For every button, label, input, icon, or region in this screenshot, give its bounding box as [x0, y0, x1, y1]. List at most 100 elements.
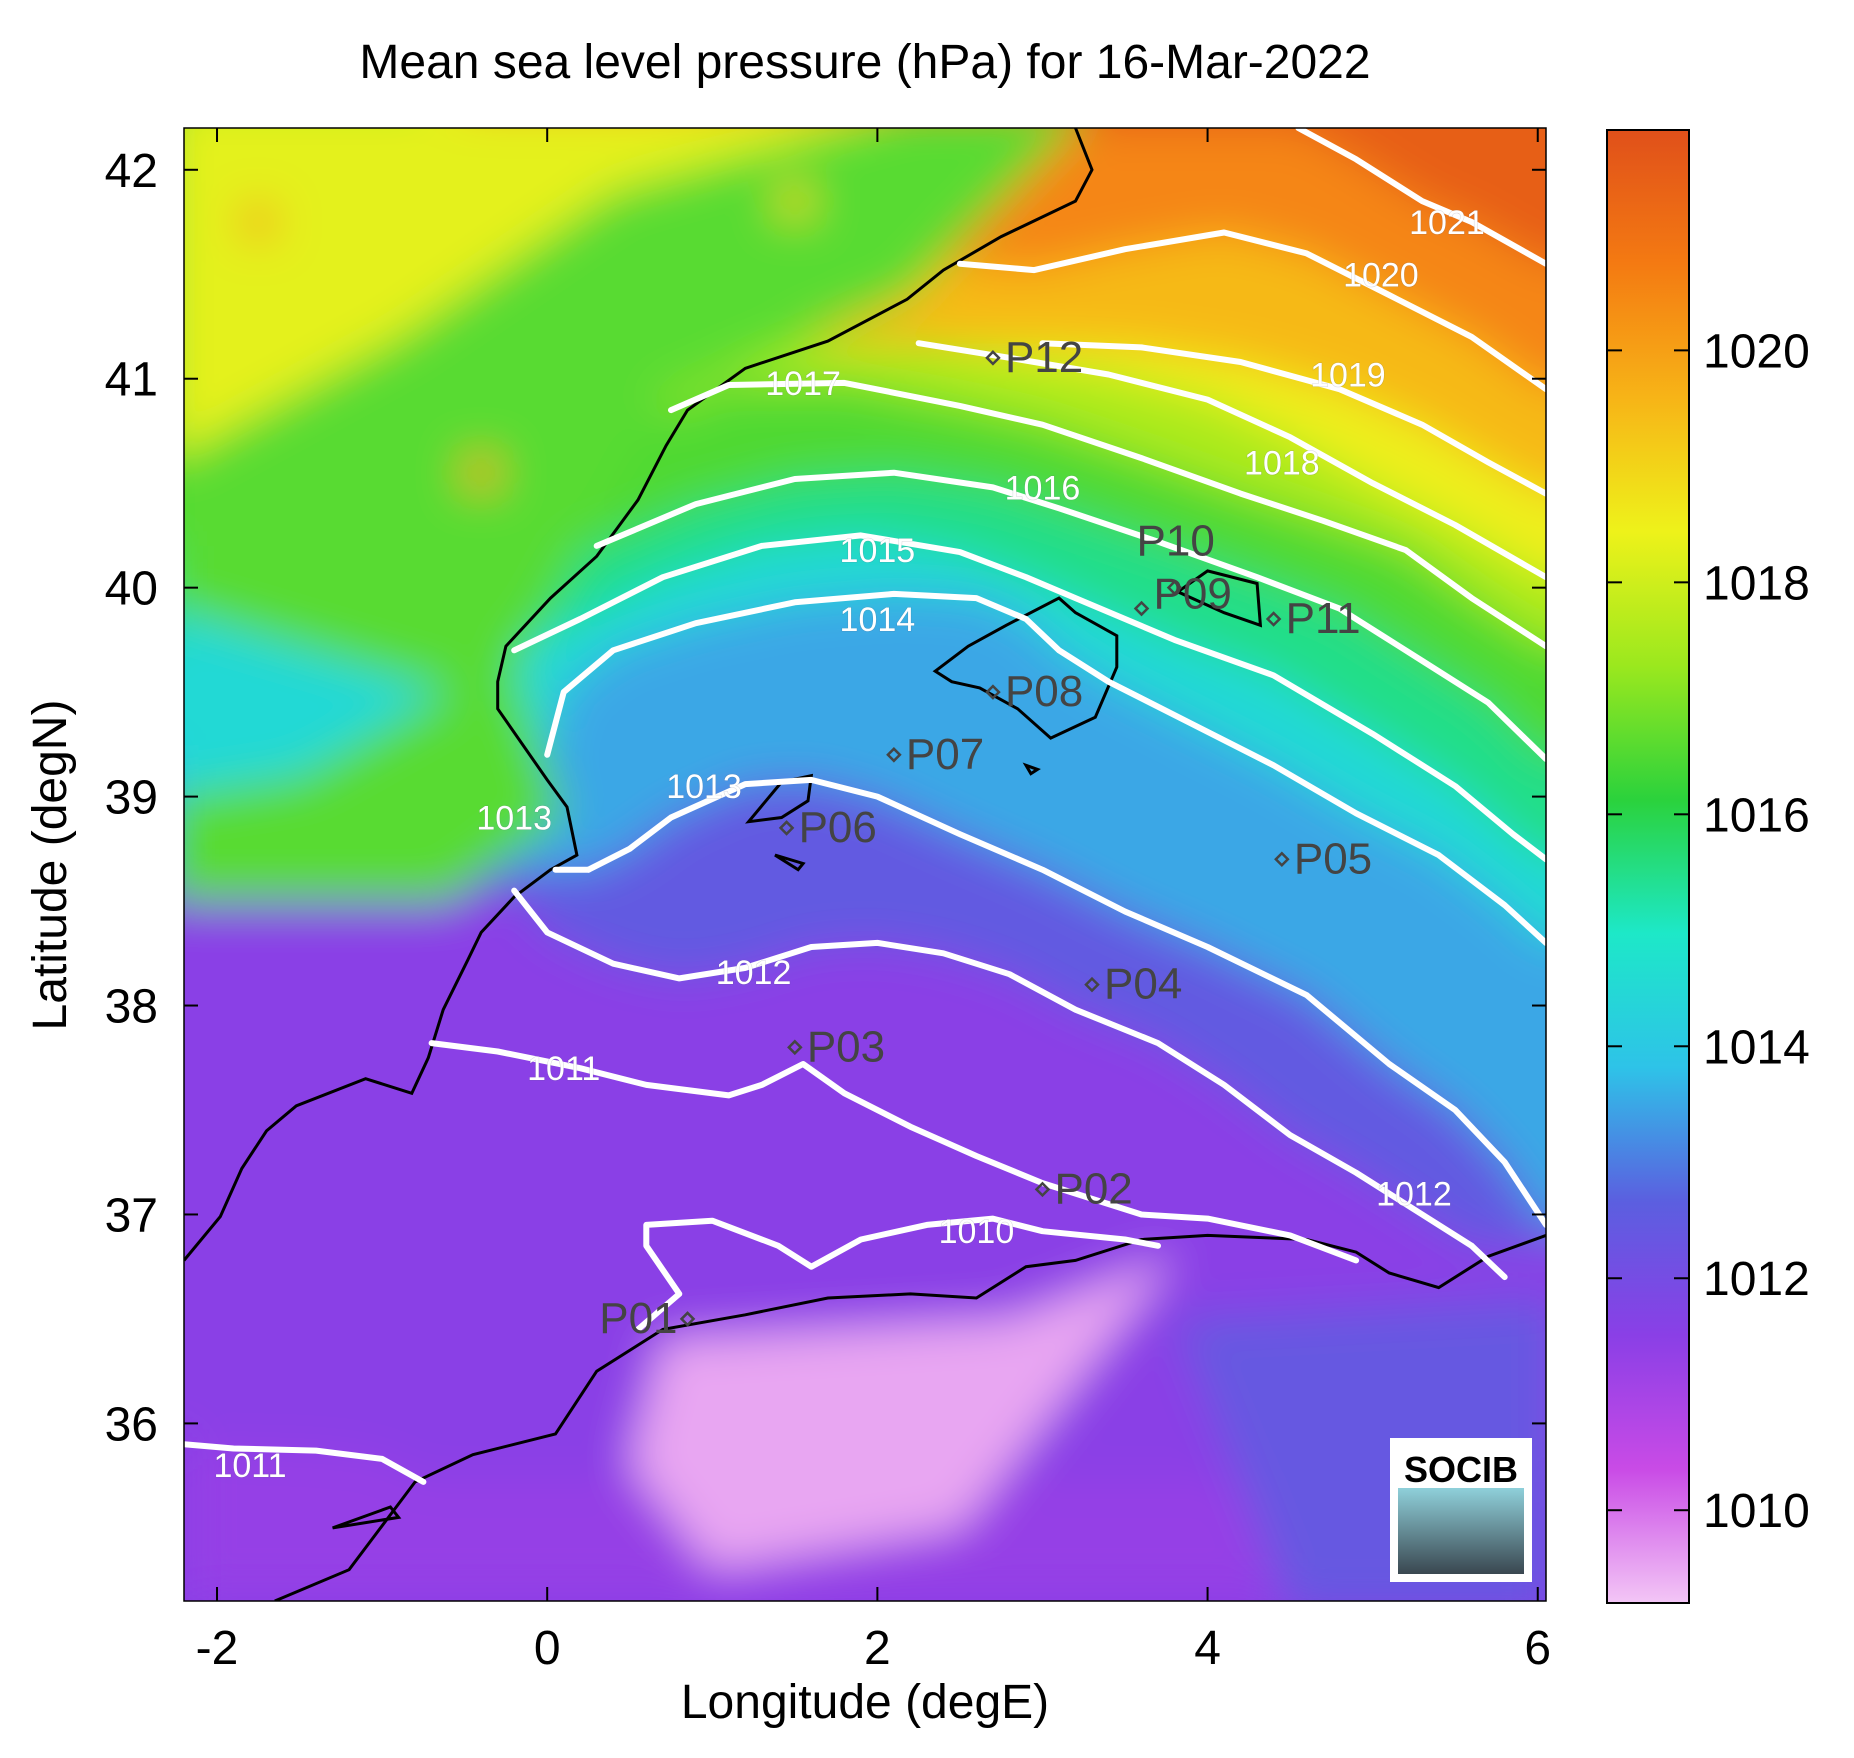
station-marker [1265, 611, 1282, 627]
x-tick-label: 0 [534, 1622, 561, 1675]
logo-text: SOCIB [1404, 1449, 1518, 1490]
isobar-label: 1014 [840, 601, 916, 639]
isobar-label: 1021 [1409, 204, 1485, 242]
isobar-1011 [428, 1040, 1360, 1264]
station-label: P05 [1294, 834, 1372, 883]
station-marker [679, 1311, 696, 1327]
island-formentera [774, 853, 806, 872]
field-land-africa [629, 1256, 1175, 1570]
coastline-africa [274, 1233, 1546, 1601]
isobar-label: 1015 [840, 532, 916, 570]
x-tick-label: 6 [1524, 1622, 1551, 1675]
isobar-1018 [915, 340, 1546, 581]
colorbar-tick-label: 1014 [1703, 1021, 1810, 1074]
island-cabrera [1022, 762, 1041, 776]
station-marker [886, 747, 902, 763]
station-marker [985, 350, 1001, 366]
colorbar-ticks: 1010 1012 1014 1016 1018 1020 [1607, 325, 1810, 1538]
station-marker [787, 1039, 803, 1056]
station-label: P11 [1286, 594, 1361, 643]
isobar-1020 [956, 229, 1546, 393]
isobar-label: 1013 [666, 768, 742, 806]
isobar-1021 [1295, 128, 1546, 267]
isobar-1015 [511, 532, 1546, 863]
y-tick-label: 40 [105, 563, 158, 616]
station-label: P07 [906, 730, 984, 779]
isobar-label: 1013 [476, 799, 552, 837]
y-axis-label: Latitude (degN) [24, 700, 77, 1031]
station-label: P02 [1054, 1164, 1132, 1213]
field-band [803, 128, 1546, 264]
field-land-west [184, 613, 449, 794]
station-label: P03 [807, 1022, 885, 1071]
station-marker [1166, 579, 1183, 596]
isobar-label: 1011 [527, 1050, 600, 1088]
isobar-label: 1018 [1244, 444, 1320, 482]
x-tick-label: 4 [1194, 1622, 1221, 1675]
isobar-1012 [1468, 1242, 1508, 1281]
isobar-label: 1010 [939, 1213, 1015, 1251]
y-tick-label: 39 [105, 772, 158, 825]
x-tick-label: -2 [196, 1622, 239, 1675]
colorbar-tick-label: 1018 [1703, 557, 1810, 610]
isobar-1017 [668, 379, 1546, 650]
island-alboran [332, 1505, 402, 1530]
island-mallorca [932, 596, 1119, 740]
isobar-1011 [184, 1441, 427, 1485]
station-label: P04 [1104, 960, 1182, 1009]
station-label: P09 [1154, 570, 1232, 619]
socib-logo: SOCIB [1390, 1438, 1532, 1582]
station-label: P10 [1137, 517, 1215, 566]
station-label: P01 [599, 1294, 677, 1343]
y-tick-label: 42 [105, 145, 158, 198]
isobar-label: 1020 [1343, 256, 1419, 294]
isobar-label: 1012 [1376, 1176, 1452, 1214]
chart-title: Mean sea level pressure (hPa) for 16-Mar… [359, 36, 1370, 89]
field-high [240, 204, 277, 241]
station-marker [778, 820, 795, 836]
station-marker [1034, 1181, 1051, 1198]
plot-frame [183, 127, 1547, 1602]
y-tick-label: 38 [105, 981, 158, 1034]
y-tick-label: 37 [105, 1189, 158, 1242]
station-marker [1133, 600, 1150, 617]
isobar-label: 1016 [1005, 469, 1081, 507]
plot-area: 1010 1011 1011 1012 1012 1013 1013 1014 1015 1016… [184, 128, 1546, 1601]
y-tick-label: 41 [105, 354, 158, 407]
isobar-label: 1011 [213, 1447, 286, 1485]
station-marker [1274, 851, 1290, 868]
coastline-layer [184, 128, 1546, 1601]
isobar-1010 [635, 1215, 1161, 1333]
colorbar: 1010 1012 1014 1016 1018 1020 [1606, 129, 1810, 1604]
field-land-north [184, 128, 837, 454]
station-marker [985, 684, 1001, 700]
station-marker [1084, 976, 1100, 993]
isobar-1019 [1039, 340, 1546, 497]
y-tick-label: 36 [105, 1398, 158, 1451]
station-label: P12 [1005, 333, 1083, 382]
isobar-layer: 1010 1011 1011 1012 1012 1013 1013 1014 1015 1016… [184, 128, 1546, 1486]
y-axis: 36 37 38 39 40 41 42 [105, 145, 1546, 1451]
isobar-1013 [585, 776, 1546, 1228]
colorbar-tick-label: 1020 [1703, 325, 1810, 378]
isobar-1012 [511, 887, 1475, 1249]
x-tick-label: 2 [864, 1622, 891, 1675]
field-high [463, 454, 500, 491]
field-high [776, 183, 813, 220]
island-ibiza [745, 773, 814, 824]
x-axis-label: Longitude (degE) [681, 1676, 1049, 1729]
isobar-label: 1019 [1310, 357, 1386, 395]
isobar-label: 1012 [716, 954, 792, 992]
isobar-label: 1017 [765, 365, 841, 403]
colorbar-tick-label: 1016 [1703, 789, 1810, 842]
colorbar-tick-label: 1012 [1703, 1253, 1810, 1306]
coastline-iberia [184, 128, 1094, 1262]
isobar-1014 [544, 590, 1546, 946]
x-axis: -2 0 2 4 6 [196, 128, 1551, 1675]
isobar-1016 [593, 469, 1546, 762]
colorbar-scale [1606, 129, 1690, 1604]
station-label: P08 [1005, 667, 1083, 716]
station-label: P06 [799, 803, 877, 852]
